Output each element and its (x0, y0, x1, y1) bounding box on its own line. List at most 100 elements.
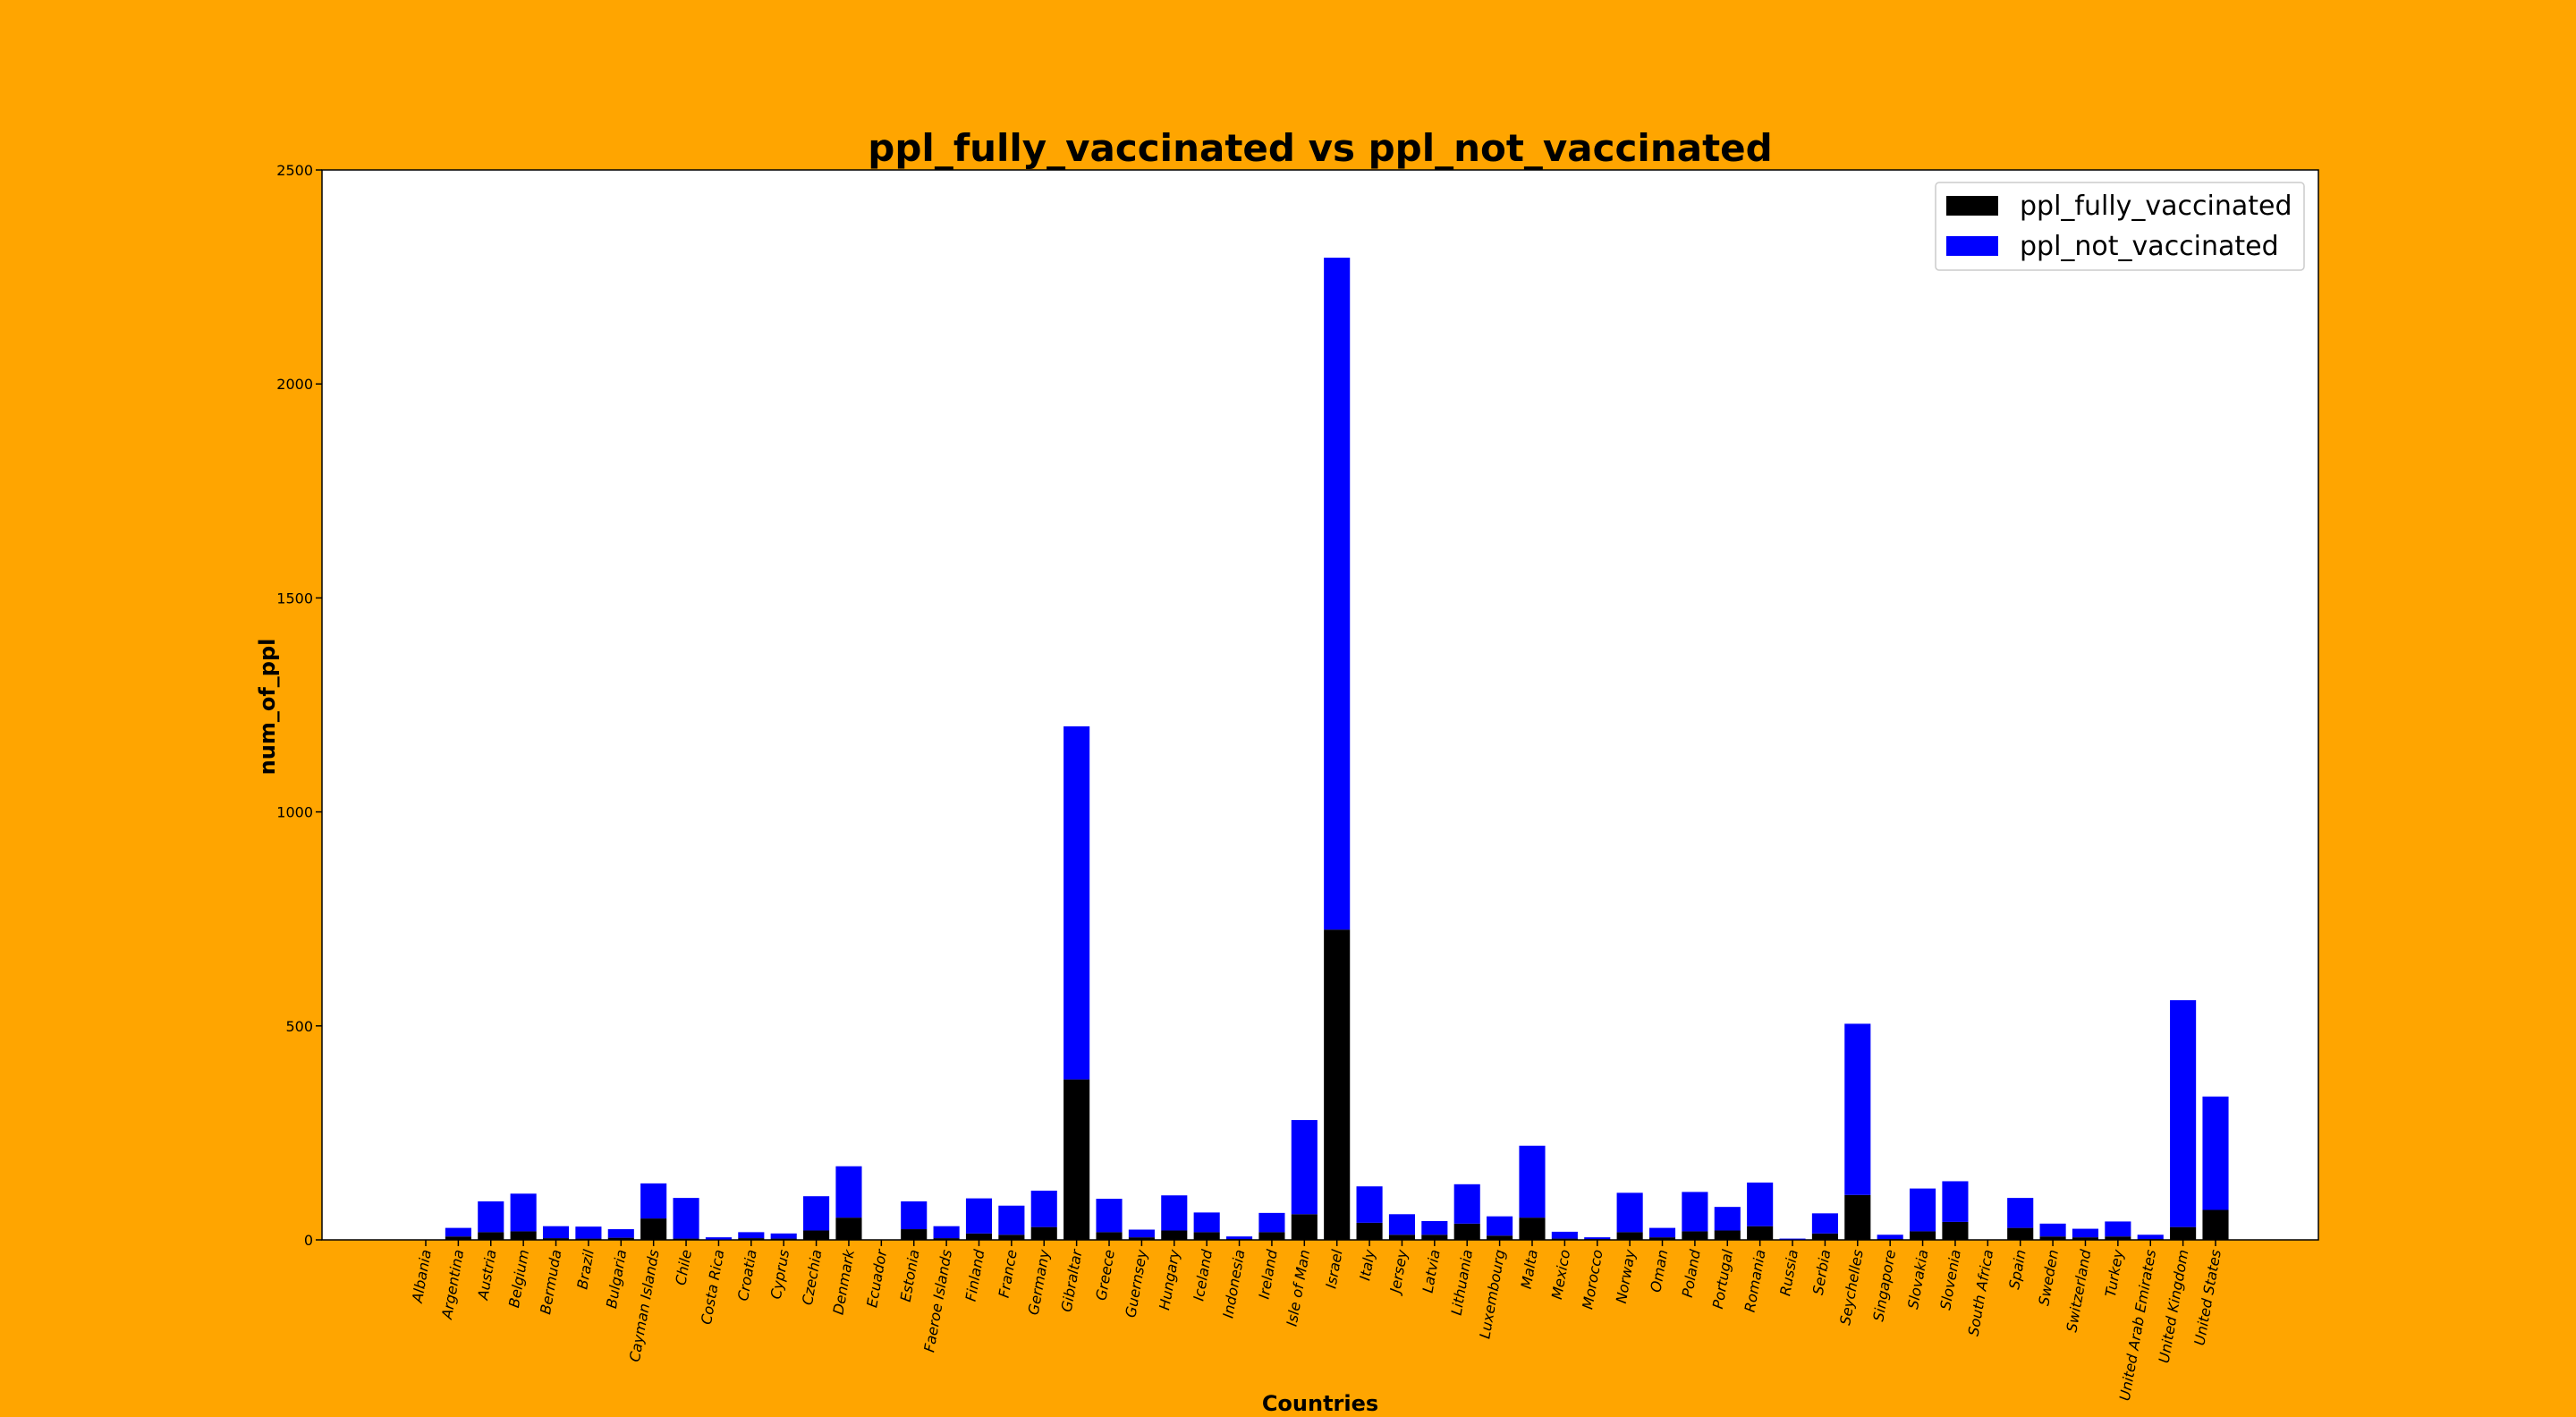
x-tick-label: Latvia (1419, 1248, 1444, 1294)
bar-ppl-not-vaccinated-turkey (2105, 1221, 2131, 1237)
bar-ppl-fully-vaccinated-bermuda (542, 1238, 570, 1240)
bar-ppl-fully-vaccinated-united-states (2202, 1209, 2229, 1240)
bar-ppl-not-vaccinated-romania (1747, 1182, 1774, 1226)
x-tick-label: Spain (2005, 1248, 2029, 1290)
bar-ppl-fully-vaccinated-mexico (1551, 1238, 1578, 1240)
x-tick-label: Gibraltar (1058, 1247, 1086, 1313)
bar-ppl-not-vaccinated-czechia (803, 1196, 830, 1231)
bar-ppl-fully-vaccinated-france (998, 1235, 1025, 1240)
bar-ppl-fully-vaccinated-poland (1682, 1231, 1708, 1240)
x-tick-label: Austria (474, 1248, 500, 1302)
bar-ppl-fully-vaccinated-gibraltar (1063, 1079, 1090, 1240)
x-tick-label: Albania (409, 1248, 435, 1304)
x-tick-label: Guernsey (1122, 1248, 1150, 1319)
bar-ppl-fully-vaccinated-oman (1648, 1237, 1676, 1240)
bar-ppl-not-vaccinated-germany (1030, 1190, 1057, 1227)
bar-ppl-fully-vaccinated-lithuania (1453, 1223, 1480, 1240)
x-tick-label: Serbia (1809, 1248, 1835, 1296)
bar-ppl-not-vaccinated-jersey (1388, 1214, 1416, 1235)
bar-ppl-not-vaccinated-faeroe-islands (933, 1226, 960, 1239)
plot-area (321, 169, 2319, 1241)
bar-ppl-not-vaccinated-russia (1779, 1238, 1806, 1240)
x-tick-label: Denmark (829, 1248, 858, 1316)
x-tick-label: Belgium (505, 1248, 532, 1309)
x-tick-label: Poland (1679, 1248, 1704, 1299)
bar-ppl-not-vaccinated-lithuania (1453, 1184, 1480, 1224)
x-tick-label: Morocco (1579, 1248, 1606, 1311)
bar-ppl-not-vaccinated-croatia (738, 1232, 765, 1239)
x-tick-label: Cyprus (767, 1248, 792, 1300)
x-tick-label: Greece (1092, 1248, 1118, 1302)
bar-ppl-fully-vaccinated-sweden (2039, 1236, 2066, 1240)
bar-ppl-not-vaccinated-mexico (1551, 1231, 1578, 1239)
legend-label-fully-vaccinated: ppl_fully_vaccinated (2020, 191, 2292, 222)
legend-swatch-not-vaccinated (1946, 236, 1998, 256)
x-tick-label: Isle of Man (1283, 1248, 1313, 1328)
x-tick-label: United Kingdom (2156, 1248, 2192, 1364)
bar-ppl-fully-vaccinated-isle-of-man (1291, 1214, 1318, 1240)
legend-label-not-vaccinated: ppl_not_vaccinated (2020, 231, 2279, 262)
bar-ppl-fully-vaccinated-norway (1616, 1232, 1643, 1240)
x-tick-label: Oman (1647, 1248, 1671, 1294)
bar-ppl-not-vaccinated-estonia (901, 1201, 928, 1230)
bar-ppl-not-vaccinated-greece (1096, 1199, 1123, 1233)
x-tick-label: Indonesia (1219, 1248, 1248, 1319)
bar-ppl-fully-vaccinated-singapore (1877, 1239, 1903, 1240)
y-axis: 0 500 1000 1500 2000 2500 (276, 162, 322, 1249)
bar-ppl-not-vaccinated-slovenia (1942, 1181, 1969, 1222)
x-tick-label: Malta (1518, 1248, 1541, 1290)
bar-ppl-fully-vaccinated-malta (1519, 1218, 1546, 1240)
bar-ppl-fully-vaccinated-cayman-islands (640, 1218, 667, 1240)
bar-ppl-fully-vaccinated-latvia (1421, 1235, 1448, 1240)
x-tick-label: Ireland (1255, 1248, 1281, 1301)
x-tick-label: South Africa (1965, 1248, 1997, 1337)
bar-ppl-fully-vaccinated-united-arab-emirates (2137, 1239, 2164, 1240)
bar-ppl-fully-vaccinated-finland (965, 1233, 993, 1240)
bar-ppl-not-vaccinated-switzerland (2072, 1228, 2099, 1238)
bar-ppl-fully-vaccinated-turkey (2105, 1236, 2131, 1240)
x-tick-label: Costa Rica (698, 1248, 727, 1326)
bar-ppl-not-vaccinated-slovakia (1910, 1188, 1936, 1232)
bar-ppl-fully-vaccinated-ireland (1258, 1232, 1285, 1240)
bar-ppl-not-vaccinated-singapore (1877, 1235, 1903, 1240)
x-tick-label: Czechia (799, 1248, 826, 1306)
bar-ppl-fully-vaccinated-morocco (1584, 1239, 1611, 1240)
bar-ppl-fully-vaccinated-united-kingdom (2170, 1226, 2197, 1240)
x-tick-label: Italy (1356, 1248, 1378, 1282)
bar-ppl-fully-vaccinated-portugal (1714, 1230, 1741, 1240)
bar-ppl-fully-vaccinated-belgium (510, 1231, 537, 1240)
bar-ppl-fully-vaccinated-slovakia (1910, 1231, 1936, 1240)
bar-ppl-fully-vaccinated-hungary (1161, 1230, 1188, 1240)
x-tick-label: Finland (962, 1248, 988, 1303)
bar-ppl-not-vaccinated-norway (1616, 1192, 1643, 1233)
bar-ppl-not-vaccinated-morocco (1584, 1237, 1611, 1240)
x-tick-label: Estonia (897, 1248, 923, 1302)
x-tick-label: Hungary (1156, 1248, 1183, 1311)
bar-ppl-not-vaccinated-gibraltar (1063, 725, 1090, 1080)
bar-ppl-not-vaccinated-poland (1682, 1192, 1708, 1232)
x-tick-label: Mexico (1548, 1248, 1573, 1301)
bar-ppl-not-vaccinated-costa-rica (705, 1237, 732, 1240)
y-tick-label: 0 (304, 1232, 313, 1249)
x-tick-label: Chile (672, 1248, 695, 1286)
bar-ppl-not-vaccinated-argentina (445, 1227, 471, 1237)
x-tick-label: France (996, 1248, 1021, 1299)
x-tick-label: Seychelles (1836, 1248, 1867, 1326)
bar-ppl-fully-vaccinated-bulgaria (607, 1237, 634, 1240)
bar-ppl-not-vaccinated-latvia (1421, 1220, 1448, 1235)
bar-ppl-fully-vaccinated-brazil (575, 1238, 602, 1240)
chart-title: ppl_fully_vaccinated vs ppl_not_vaccinat… (868, 126, 1772, 170)
bar-ppl-not-vaccinated-italy (1356, 1186, 1383, 1223)
bar-ppl-fully-vaccinated-estonia (901, 1229, 928, 1240)
bar-ppl-not-vaccinated-luxembourg (1487, 1216, 1513, 1236)
bar-ppl-fully-vaccinated-israel (1324, 929, 1351, 1240)
legend-box (1935, 182, 2305, 271)
bar-ppl-fully-vaccinated-romania (1747, 1226, 1774, 1240)
x-tick-label: Bermuda (537, 1248, 564, 1315)
bar-ppl-not-vaccinated-iceland (1193, 1212, 1220, 1233)
bar-ppl-not-vaccinated-hungary (1161, 1195, 1188, 1231)
x-axis: Albania Argentina Austria Belgium Bermuda Bra… (409, 1240, 2224, 1402)
x-tick-label: Slovakia (1904, 1248, 1931, 1310)
bar-ppl-fully-vaccinated-austria (478, 1232, 504, 1240)
bar-ppl-not-vaccinated-united-arab-emirates (2137, 1235, 2164, 1240)
